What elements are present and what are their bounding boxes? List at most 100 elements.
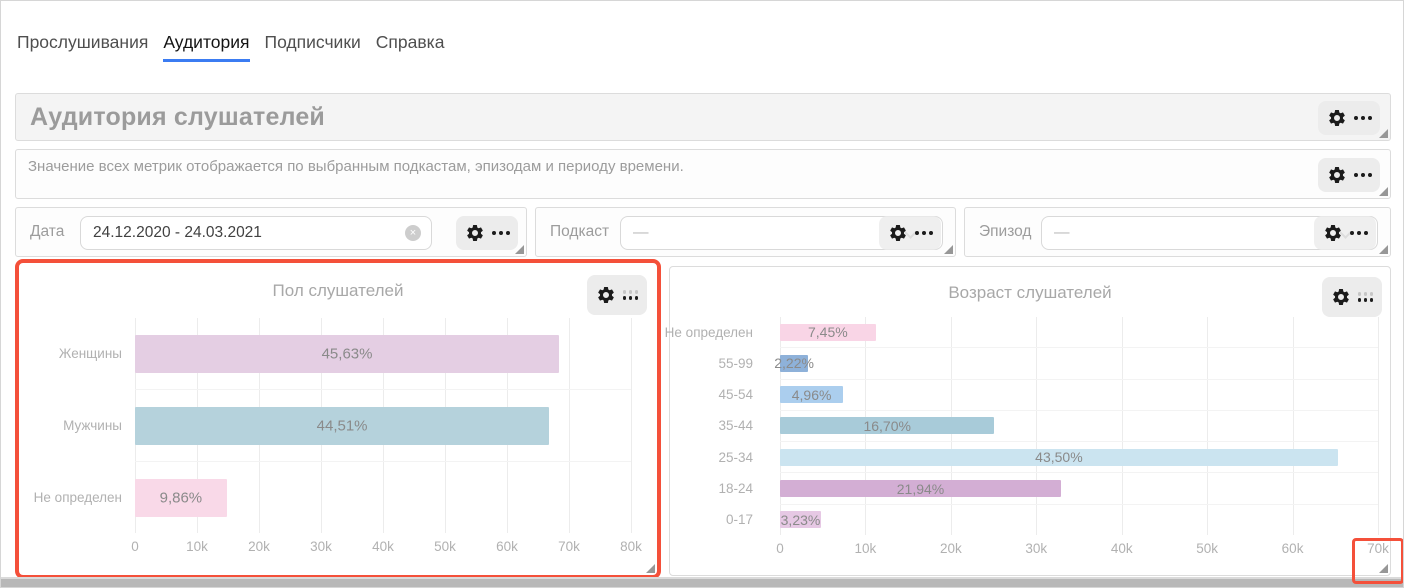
- description-text: Значение всех метрик отображается по выб…: [28, 158, 684, 175]
- episode-actions-button[interactable]: [1314, 216, 1376, 250]
- bar[interactable]: 44,51%: [135, 406, 550, 445]
- bar-value-label: 21,94%: [896, 480, 945, 497]
- resize-handle-icon[interactable]: [515, 245, 524, 254]
- podcast-filter-panel: Подкаст —: [535, 207, 956, 257]
- resize-handle-icon[interactable]: [646, 564, 655, 573]
- x-tick-label: 50k: [1196, 541, 1219, 556]
- gridline: [1121, 317, 1123, 535]
- gear-icon[interactable]: [1331, 287, 1351, 307]
- date-filter-panel: Дата 24.12.2020 - 24.03.2021 ×: [15, 207, 527, 257]
- x-tick-label: 0: [776, 541, 784, 556]
- gridline: [569, 318, 570, 533]
- gridline: [1207, 317, 1209, 535]
- gear-icon[interactable]: [465, 223, 485, 243]
- chart-title: Возраст слушателей: [948, 283, 1112, 302]
- ellipsis-icon[interactable]: [914, 231, 933, 235]
- tab-subscribers[interactable]: Подписчики: [264, 32, 361, 52]
- tab-help[interactable]: Справка: [375, 32, 445, 52]
- gear-icon[interactable]: [596, 285, 616, 305]
- x-tick-label: 10k: [854, 541, 877, 556]
- bar[interactable]: 43,50%: [780, 448, 1338, 466]
- date-range-input[interactable]: 24.12.2020 - 24.03.2021 ×: [80, 216, 432, 250]
- podcast-actions-button[interactable]: [879, 216, 941, 250]
- chart-title: Пол слушателей: [272, 281, 404, 300]
- bar-value-label: 43,50%: [1035, 449, 1083, 466]
- x-tick-label: 70k: [558, 539, 580, 554]
- description-panel: Значение всех метрик отображается по выб…: [15, 149, 1391, 199]
- category-label: 45-54: [718, 387, 753, 403]
- category-label: 35-44: [718, 418, 753, 434]
- x-tick-label: 80k: [620, 539, 642, 554]
- bar-row: 2,22%: [774, 347, 1378, 378]
- y-axis-labels: Не определен 55-99 45-54 35-44 25-34 18-24 0-1…: [664, 317, 766, 535]
- podcast-select-value: —: [633, 224, 649, 241]
- bar[interactable]: 45,63%: [135, 334, 560, 373]
- page-title: Аудитория слушателей: [30, 102, 326, 131]
- chart-actions-button[interactable]: [1322, 277, 1382, 317]
- gridline: [1292, 317, 1294, 535]
- gear-icon[interactable]: [888, 223, 908, 243]
- bar[interactable]: 4,96%: [780, 386, 844, 404]
- x-tick-label: 20k: [248, 539, 270, 554]
- resize-handle-icon[interactable]: [1379, 564, 1388, 573]
- bar-value-label: 16,70%: [863, 417, 911, 434]
- podcast-filter-label: Подкаст: [550, 223, 610, 240]
- resize-handle-icon[interactable]: [944, 245, 953, 254]
- drag-dots-icon[interactable]: [622, 290, 639, 300]
- gear-icon[interactable]: [1323, 223, 1343, 243]
- date-filter-label: Дата: [30, 223, 65, 240]
- resize-handle-icon[interactable]: [1379, 187, 1388, 196]
- tab-audience[interactable]: Аудитория: [163, 32, 250, 62]
- ellipsis-icon[interactable]: [491, 231, 510, 235]
- category-label: Мужчины: [63, 418, 122, 433]
- tab-bar: Прослушивания Аудитория Подписчики Справ…: [17, 32, 444, 62]
- bar-row: 4,96%: [780, 378, 1378, 410]
- gear-icon[interactable]: [1327, 108, 1347, 128]
- header-actions-button[interactable]: [1318, 101, 1380, 135]
- bar-row: 44,51%: [135, 389, 631, 461]
- bar[interactable]: 7,45%: [780, 323, 876, 341]
- clear-icon[interactable]: ×: [405, 225, 421, 241]
- resize-handle-icon[interactable]: [1379, 129, 1388, 138]
- bar-row: 21,94%: [780, 472, 1378, 503]
- bar-value-label: 3,23%: [780, 511, 821, 528]
- tab-listens[interactable]: Прослушивания: [17, 32, 149, 52]
- gridline: [1036, 317, 1038, 535]
- bar-value-label: 4,96%: [791, 386, 832, 403]
- bar-row: 16,70%: [780, 409, 1378, 441]
- x-tick-label: 70k: [1367, 541, 1389, 556]
- chart-actions-button[interactable]: [587, 275, 647, 315]
- x-tick-label: 50k: [434, 539, 456, 554]
- date-range-value: 24.12.2020 - 24.03.2021: [93, 224, 262, 241]
- x-tick-label: 30k: [1025, 541, 1048, 556]
- date-actions-button[interactable]: [456, 216, 518, 250]
- gear-icon[interactable]: [1327, 165, 1347, 185]
- bar[interactable]: 16,70%: [780, 417, 995, 435]
- bar-value-label: 44,51%: [316, 417, 368, 434]
- bar[interactable]: 3,23%: [780, 511, 821, 529]
- header-panel: Аудитория слушателей: [15, 93, 1391, 141]
- x-tick-label: 20k: [939, 541, 962, 556]
- category-label: 55-99: [718, 356, 753, 372]
- category-label: Не определен: [664, 325, 753, 341]
- bar-row: 45,63%: [135, 318, 631, 389]
- description-actions-button[interactable]: [1318, 158, 1380, 192]
- x-tick-label: 0: [131, 539, 139, 554]
- bar-value-label: 9,86%: [159, 489, 203, 506]
- plot-area: 0 10k 20k 30k 40k 50k 60k 70k 80k 45,63% 44,51% 9,8…: [131, 318, 642, 554]
- ellipsis-icon[interactable]: [1353, 173, 1372, 177]
- bar[interactable]: 9,86%: [135, 478, 227, 517]
- gridline: [1378, 317, 1379, 535]
- episode-select-value: —: [1054, 224, 1070, 241]
- drag-dots-icon[interactable]: [1357, 292, 1374, 302]
- ellipsis-icon[interactable]: [1353, 116, 1372, 120]
- bar-value-label: 45,63%: [321, 345, 373, 362]
- bar[interactable]: 21,94%: [780, 480, 1062, 498]
- plot-area: 0 10k 20k 30k 40k 50k 60k 70k 7,45% 2,22% 4,96% 16,…: [774, 317, 1389, 556]
- x-tick-label: 60k: [496, 539, 518, 554]
- x-tick-label: 40k: [372, 539, 394, 554]
- ellipsis-icon[interactable]: [1349, 231, 1368, 235]
- resize-handle-icon[interactable]: [1379, 245, 1388, 254]
- gridline: [631, 318, 632, 533]
- bar[interactable]: 2,22%: [774, 354, 814, 372]
